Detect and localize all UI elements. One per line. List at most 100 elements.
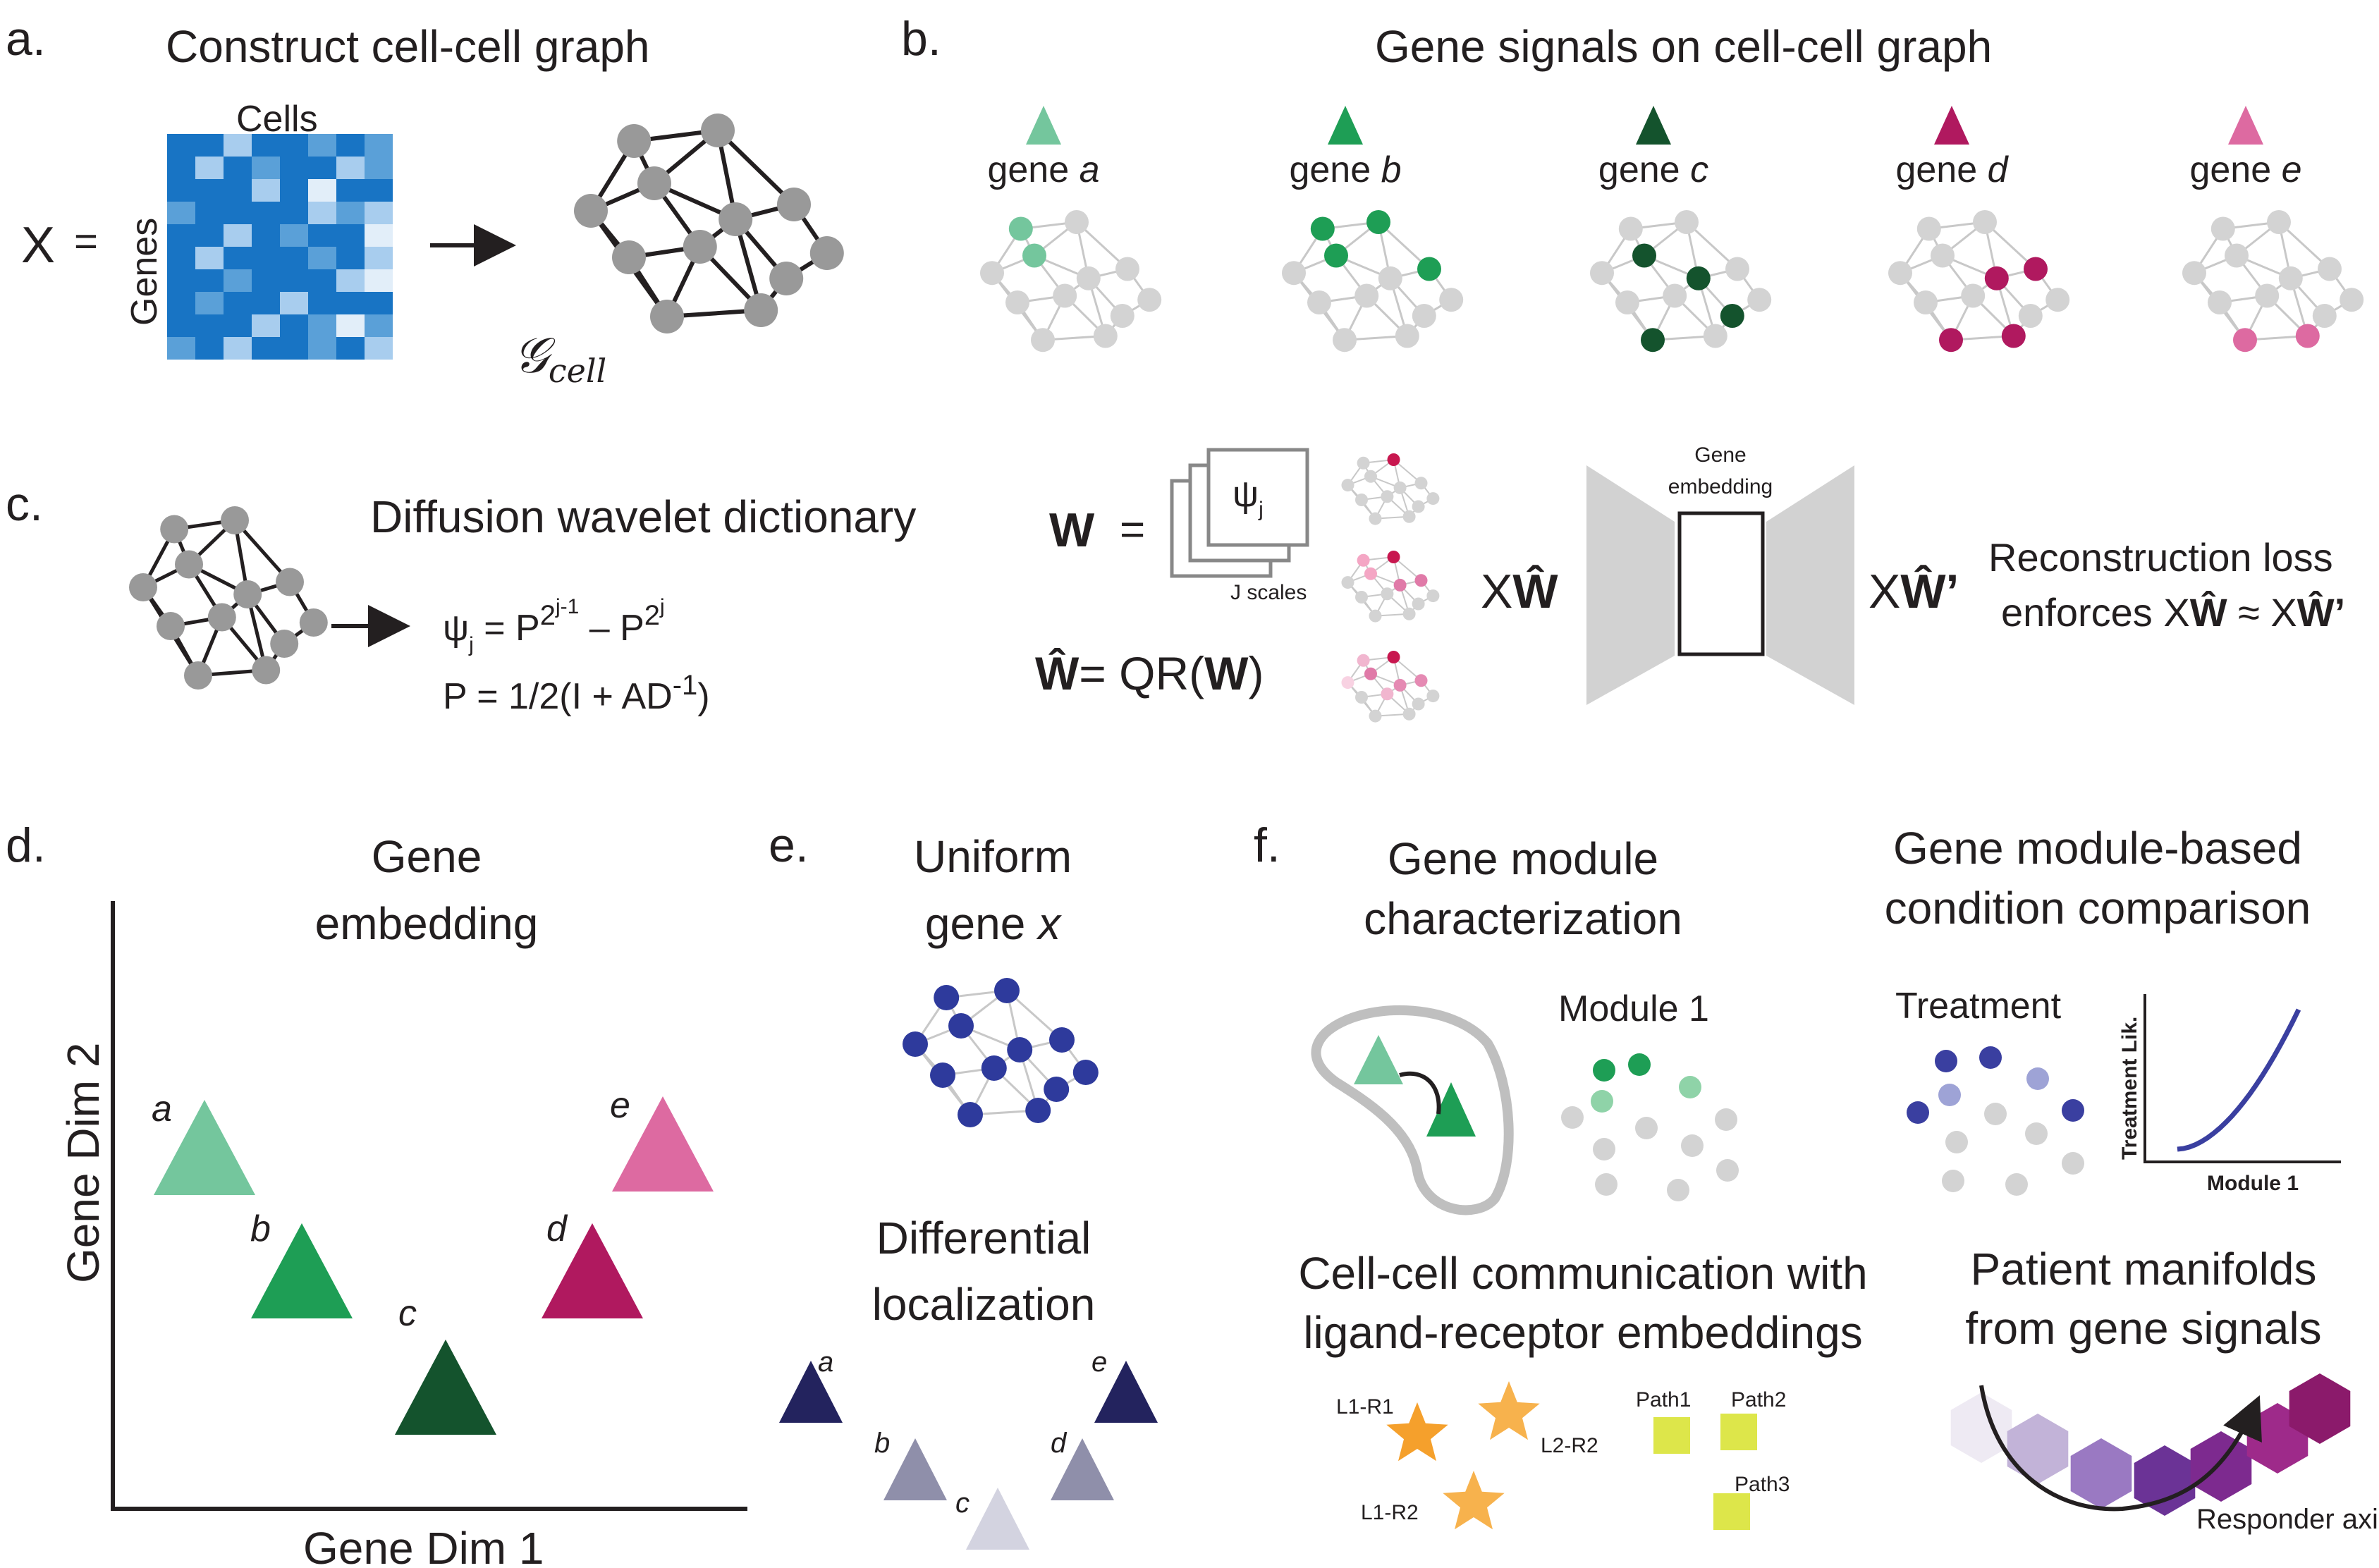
- module-dot: [1593, 1138, 1615, 1160]
- matrix-cell: [167, 224, 195, 247]
- lr-star-1: [1386, 1402, 1448, 1462]
- mini-chart-ylabel: Treatment Lik.: [2118, 1017, 2141, 1160]
- graph-node: [157, 612, 185, 640]
- graph-node: [233, 580, 262, 608]
- matrix-cell: [252, 247, 280, 269]
- matrix-cell: [224, 202, 252, 224]
- gene-graph-node: [1747, 288, 1772, 312]
- gene-graph-node: [1093, 324, 1118, 348]
- gene-b-label: gene b: [1289, 149, 1401, 190]
- pathway-label-1: Path1: [1636, 1388, 1691, 1411]
- pathway-label-2: Path2: [1731, 1388, 1786, 1411]
- lr-label-3: L1-R2: [1361, 1501, 1419, 1524]
- matrix-cell: [308, 202, 336, 224]
- graph-node: [129, 573, 157, 601]
- matrix-cell: [167, 292, 195, 314]
- matrix-cell: [252, 202, 280, 224]
- uniform-node: [903, 1031, 928, 1057]
- matrix-cell: [224, 292, 252, 314]
- treatment-dot: [1942, 1170, 1964, 1192]
- wavelet-mini-node: [1357, 456, 1370, 470]
- gene-graph-node: [2340, 288, 2364, 312]
- treatment-dot: [2062, 1152, 2084, 1175]
- gene-graph-node: [1137, 288, 1162, 312]
- gene-graph-node: [2208, 290, 2232, 314]
- gene-graph-node: [2295, 324, 2320, 348]
- graph-node: [650, 300, 684, 333]
- matrix-cell: [280, 269, 308, 292]
- gene-graph-node: [2182, 261, 2206, 286]
- matrix-cell: [252, 134, 280, 157]
- matrix-cell: [167, 157, 195, 179]
- graph-node: [777, 188, 811, 221]
- uniform-node: [1072, 1060, 1099, 1085]
- matrix-cell: [167, 314, 195, 337]
- gene-graph-node: [1366, 210, 1390, 234]
- matrix-cell: [280, 337, 308, 360]
- embedding-point-c: [395, 1340, 496, 1435]
- uniform-node: [1044, 1077, 1070, 1102]
- panel-d-title-2: embedding: [315, 898, 539, 949]
- matrix-cell: [336, 179, 365, 202]
- treatment-dot: [1945, 1131, 1968, 1153]
- gene-graph-node: [2001, 324, 2026, 348]
- gene-dim-1-label: Gene Dim 1: [303, 1523, 544, 1568]
- graph-node: [252, 656, 281, 685]
- matrix-cell: [167, 337, 195, 360]
- patient-hexagon-4: [2134, 1445, 2196, 1516]
- module-dot: [1667, 1179, 1689, 1201]
- gene-graph-node: [1324, 243, 1348, 268]
- module-dot: [1591, 1090, 1613, 1113]
- gene-graph-node: [1307, 290, 1331, 314]
- graph-node: [184, 661, 212, 690]
- wavelet-mini-node: [1414, 674, 1428, 687]
- module-manifold-outline: [1311, 1005, 1514, 1215]
- treatment-cell-dots: [1907, 1046, 2084, 1196]
- ccc-title-1: Cell-cell communication with: [1298, 1248, 1867, 1299]
- matrix-cell: [308, 179, 336, 202]
- treatment-dot: [2005, 1173, 2028, 1196]
- module-dot: [1715, 1108, 1737, 1131]
- matrix-cell: [336, 134, 365, 157]
- gene-graph-node: [1615, 290, 1639, 314]
- graph-node: [718, 202, 753, 236]
- panel-e-letter: e.: [769, 819, 809, 872]
- encoder-shape: [1586, 465, 1675, 705]
- diff-label-e: e: [1091, 1347, 1107, 1378]
- gene-graph-node: [1914, 290, 1938, 314]
- uniform-node: [981, 1055, 1007, 1081]
- wavelet-mini-node: [1387, 453, 1400, 466]
- gene-graph-node: [1115, 257, 1139, 281]
- gene-a-marker: [1026, 106, 1061, 145]
- wavelet-mini-node: [1426, 690, 1440, 703]
- pathway-square-1: [1653, 1417, 1690, 1454]
- panel-e-title-2a: Differential: [876, 1213, 1091, 1263]
- matrix-cell: [336, 157, 365, 179]
- expression-matrix-heatmap: [167, 134, 393, 360]
- gene-graph-node: [1065, 210, 1089, 234]
- panel-c-letter: c.: [6, 477, 43, 531]
- wavelet-mini-node: [1387, 651, 1400, 663]
- panel-a-letter: a.: [6, 12, 46, 66]
- diff-label-a: a: [818, 1347, 833, 1378]
- matrix-cell: [224, 134, 252, 157]
- matrix-cell: [195, 157, 224, 179]
- gene-graph-node: [1282, 261, 1306, 286]
- matrix-cell: [167, 202, 195, 224]
- wavelet-mini-node: [1402, 510, 1416, 523]
- gene-graph-node: [1984, 266, 2009, 290]
- wavelet-mini-node: [1341, 479, 1354, 492]
- gene-graph-node: [1663, 283, 1687, 308]
- lr-star-2: [1478, 1381, 1540, 1440]
- gene-c-label: gene c: [1598, 149, 1708, 190]
- matrix-cell: [167, 179, 195, 202]
- matrix-cell: [195, 134, 224, 157]
- treatment-likelihood-chart: Treatment Lik. Module 1: [2118, 994, 2341, 1195]
- module-title-2: characterization: [1364, 893, 1682, 944]
- matrix-cell: [365, 224, 393, 247]
- matrix-cell: [280, 247, 308, 269]
- embedding-label-2: embedding: [1668, 475, 1773, 498]
- embedding-label-c: c: [398, 1293, 417, 1334]
- gene-graph-node: [1675, 210, 1699, 234]
- gene-graph-node: [1412, 304, 1436, 328]
